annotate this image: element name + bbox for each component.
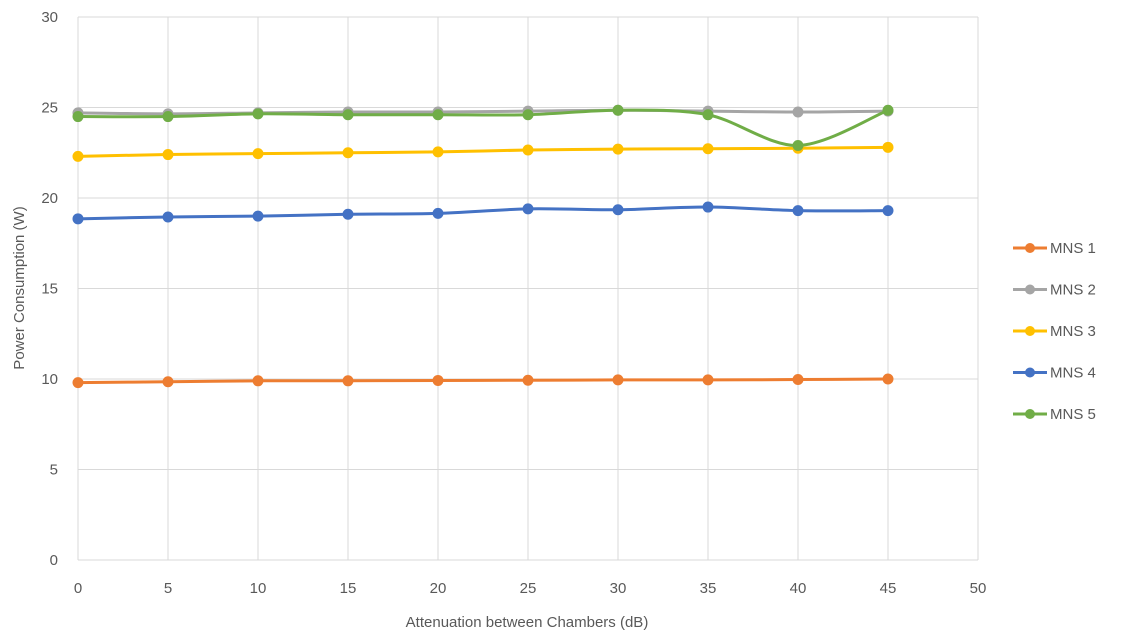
x-tick-label: 40 bbox=[790, 580, 807, 597]
legend-item: MNS 3 bbox=[1013, 323, 1096, 340]
data-point bbox=[342, 375, 354, 387]
legend-label: MNS 3 bbox=[1050, 323, 1096, 340]
data-point bbox=[612, 143, 624, 155]
legend-marker bbox=[1025, 367, 1035, 378]
legend-marker bbox=[1025, 409, 1035, 419]
x-tick-label: 5 bbox=[164, 580, 172, 597]
legend-item: MNS 5 bbox=[1013, 406, 1096, 423]
legend-marker bbox=[1025, 284, 1035, 295]
y-tick-label: 15 bbox=[41, 281, 58, 298]
data-point bbox=[162, 376, 174, 388]
legend: MNS 1 MNS 2 MNS 3 MNS 4 MNS 5 bbox=[1013, 240, 1096, 423]
y-tick-label: 25 bbox=[41, 100, 58, 117]
legend-label: MNS 4 bbox=[1050, 365, 1096, 382]
legend-label: MNS 1 bbox=[1050, 240, 1096, 257]
tick-labels: 0 5 10 15 20 25 30 35 40 45 50 0 5 10 15 20 25 30 bbox=[41, 9, 986, 597]
data-point bbox=[792, 140, 804, 152]
y-axis-title: Power Consumption (W) bbox=[11, 206, 28, 369]
legend-item: MNS 2 bbox=[1013, 282, 1096, 299]
data-point bbox=[882, 104, 894, 116]
x-tick-label: 50 bbox=[970, 580, 987, 597]
data-point bbox=[432, 374, 444, 386]
data-point bbox=[522, 109, 534, 121]
data-point bbox=[252, 148, 264, 160]
series-mns-5 bbox=[72, 104, 894, 152]
data-point bbox=[72, 377, 84, 389]
series-line bbox=[76, 108, 890, 148]
series-line bbox=[76, 205, 890, 221]
data-point bbox=[702, 109, 714, 121]
data-point bbox=[522, 374, 534, 386]
data-point bbox=[792, 374, 804, 386]
data-point bbox=[252, 210, 264, 222]
x-tick-label: 20 bbox=[430, 580, 447, 597]
data-point bbox=[432, 146, 444, 158]
data-point bbox=[702, 143, 714, 155]
data-point bbox=[162, 111, 174, 123]
x-tick-label: 15 bbox=[340, 580, 357, 597]
data-point bbox=[522, 203, 534, 215]
y-tick-label: 5 bbox=[50, 462, 58, 479]
data-point bbox=[792, 205, 804, 217]
y-tick-label: 20 bbox=[41, 190, 58, 207]
series-line bbox=[76, 108, 890, 116]
legend-item: MNS 1 bbox=[1013, 240, 1096, 257]
data-point bbox=[702, 374, 714, 386]
legend-label: MNS 5 bbox=[1050, 406, 1096, 423]
x-axis-title: Attenuation between Chambers (dB) bbox=[406, 614, 649, 631]
y-tick-label: 0 bbox=[50, 552, 58, 569]
data-point bbox=[72, 213, 84, 225]
data-point bbox=[882, 373, 894, 385]
series-mns-3 bbox=[72, 141, 894, 162]
x-tick-label: 10 bbox=[250, 580, 267, 597]
data-point bbox=[612, 104, 624, 116]
data-point bbox=[882, 141, 894, 153]
series-line bbox=[76, 377, 890, 385]
x-tick-label: 45 bbox=[880, 580, 897, 597]
data-point bbox=[522, 144, 534, 156]
data-point bbox=[882, 205, 894, 217]
x-tick-label: 30 bbox=[610, 580, 627, 597]
data-point bbox=[162, 211, 174, 223]
data-point bbox=[612, 374, 624, 386]
data-point bbox=[162, 149, 174, 161]
series-mns-4 bbox=[72, 201, 894, 225]
series-line bbox=[76, 145, 890, 158]
legend-marker bbox=[1025, 243, 1035, 253]
data-point bbox=[432, 207, 444, 219]
x-tick-label: 35 bbox=[700, 580, 717, 597]
data-point bbox=[342, 147, 354, 159]
data-point bbox=[702, 201, 714, 213]
series-lines bbox=[72, 104, 894, 389]
legend-item: MNS 4 bbox=[1013, 365, 1096, 382]
data-point bbox=[432, 109, 444, 121]
legend-marker bbox=[1025, 326, 1035, 336]
x-tick-label: 0 bbox=[74, 580, 82, 597]
data-point bbox=[342, 208, 354, 220]
y-tick-label: 10 bbox=[41, 371, 58, 388]
data-point bbox=[252, 375, 264, 387]
data-point bbox=[72, 150, 84, 162]
y-tick-label: 30 bbox=[41, 9, 58, 26]
data-point bbox=[252, 108, 264, 120]
data-point bbox=[612, 204, 624, 216]
gridlines bbox=[77, 16, 979, 561]
series-mns-1 bbox=[72, 373, 894, 389]
x-tick-label: 25 bbox=[520, 580, 537, 597]
data-point bbox=[792, 106, 804, 118]
data-point bbox=[342, 109, 354, 121]
legend-label: MNS 2 bbox=[1050, 282, 1096, 299]
data-point bbox=[72, 111, 84, 123]
